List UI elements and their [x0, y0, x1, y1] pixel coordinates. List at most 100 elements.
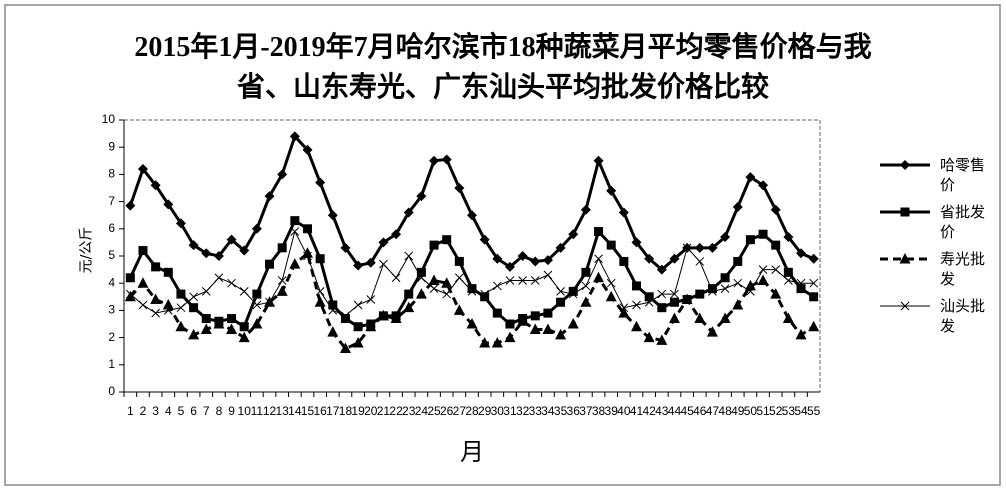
point: [594, 254, 603, 264]
point: [467, 287, 477, 296]
x-tick-label: 45: [680, 404, 694, 418]
point: [163, 199, 174, 210]
point: [353, 260, 364, 271]
x-tick-label: 40: [617, 404, 631, 418]
point: [720, 231, 731, 242]
point: [201, 287, 211, 296]
point: [415, 288, 427, 299]
point: [543, 270, 553, 280]
point: [529, 323, 541, 334]
point: [125, 289, 135, 299]
chart-title: 2015年1月-2019年7月哈尔滨市18种蔬菜月平均零售价格与我省、山东寿光、…: [134, 32, 872, 103]
point: [669, 297, 679, 307]
point: [391, 229, 402, 240]
point: [644, 253, 655, 264]
point: [390, 312, 402, 324]
point: [314, 296, 326, 307]
point: [555, 328, 567, 340]
x-tick-label: 9: [228, 404, 235, 418]
x-tick-label: 34: [541, 404, 555, 418]
point: [404, 289, 414, 299]
x-tick-label: 26: [440, 404, 454, 418]
point: [657, 289, 667, 299]
point: [809, 278, 819, 288]
point: [619, 256, 629, 266]
point: [719, 312, 731, 324]
y-tick-label: 2: [108, 330, 115, 344]
point: [213, 318, 225, 329]
point: [302, 224, 312, 234]
point: [328, 300, 338, 310]
x-tick-label: 21: [377, 404, 391, 418]
y-axis-title: 元/公斤: [78, 226, 95, 274]
point: [492, 253, 503, 264]
point: [643, 331, 655, 343]
point: [695, 289, 705, 299]
point: [189, 303, 199, 313]
x-tick-label: 12: [263, 404, 277, 418]
y-tick-label: 10: [102, 112, 116, 126]
x-tick-label: 53: [782, 404, 796, 418]
point: [175, 218, 186, 229]
point: [581, 281, 591, 291]
point: [239, 245, 250, 256]
point: [706, 326, 718, 337]
point: [467, 210, 477, 221]
point: [200, 323, 212, 334]
point: [378, 237, 389, 248]
point: [517, 251, 528, 261]
point: [505, 276, 515, 285]
point: [556, 297, 566, 307]
x-tick-label: 27: [453, 404, 467, 418]
point: [353, 300, 363, 310]
x-tick-label: 6: [190, 404, 197, 418]
point: [189, 292, 198, 302]
x-tick-label: 20: [364, 404, 378, 418]
y-tick-label: 4: [108, 275, 115, 289]
x-tick-label: 43: [655, 404, 669, 418]
point: [656, 334, 668, 345]
point: [543, 308, 553, 318]
point: [530, 276, 540, 285]
point: [289, 258, 301, 269]
point: [504, 331, 516, 343]
point: [213, 251, 224, 261]
x-tick-label: 3: [152, 404, 159, 418]
point: [720, 273, 730, 283]
point: [708, 287, 717, 296]
point: [467, 284, 477, 294]
x-tick-label: 30: [491, 404, 505, 418]
point: [366, 295, 376, 304]
point: [782, 312, 794, 324]
x-tick-label: 24: [415, 404, 429, 418]
point: [403, 207, 414, 218]
point: [542, 255, 553, 266]
point: [315, 177, 326, 188]
point: [188, 240, 199, 251]
point: [163, 306, 173, 315]
point: [289, 131, 300, 142]
point: [492, 308, 502, 318]
point: [327, 326, 339, 337]
point: [492, 281, 502, 291]
point: [277, 276, 287, 285]
point: [176, 303, 186, 313]
point: [162, 298, 174, 310]
x-tick-label: 48: [718, 404, 732, 418]
point: [442, 289, 452, 299]
point: [556, 287, 565, 296]
point: [707, 284, 717, 294]
point: [315, 254, 325, 264]
x-tick-label: 44: [668, 404, 682, 418]
point: [214, 273, 224, 283]
point: [783, 231, 794, 242]
point: [138, 246, 148, 256]
x-tick-label: 32: [516, 404, 530, 418]
point: [238, 331, 250, 343]
point: [466, 318, 478, 329]
point: [226, 323, 238, 334]
point: [744, 279, 756, 291]
point: [301, 247, 313, 258]
point: [732, 298, 744, 310]
point: [580, 204, 591, 215]
